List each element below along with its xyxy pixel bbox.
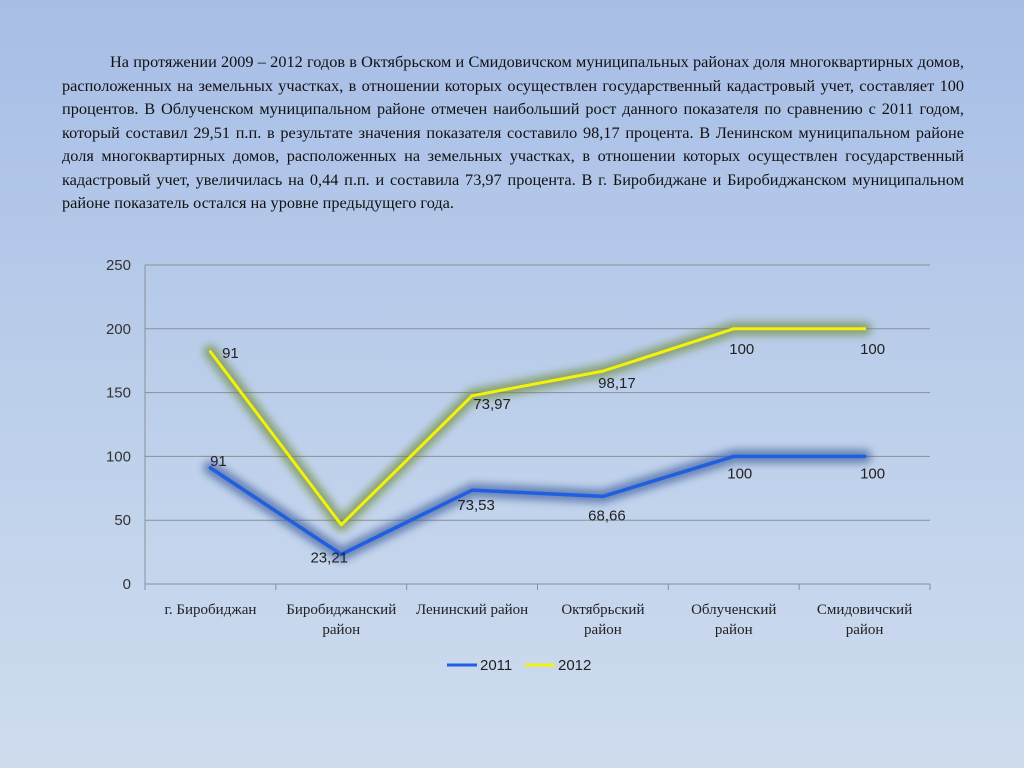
- y-tick-label: 100: [106, 448, 131, 465]
- legend-label: 2012: [558, 657, 591, 674]
- data-point: [732, 454, 736, 458]
- data-point: [863, 327, 867, 331]
- legend-label: 2011: [480, 657, 512, 674]
- y-tick-label: 200: [106, 321, 131, 338]
- y-tick-label: 50: [114, 512, 131, 529]
- data-label: 100: [727, 465, 752, 482]
- data-point: [339, 523, 343, 527]
- chart-grid: [145, 264, 930, 521]
- data-point: [208, 466, 212, 470]
- chart-data-labels: 91 23,21 73,53 68,66 100 100 91 73,97 98,17 100 10…: [210, 341, 885, 567]
- data-label: 100: [729, 341, 754, 358]
- data-label: 100: [860, 341, 885, 358]
- data-point: [470, 394, 474, 398]
- x-tick-label: Биробиджанский район: [286, 602, 396, 638]
- data-label: 100: [860, 465, 885, 482]
- data-point: [863, 454, 867, 458]
- chart-series: [203, 321, 872, 562]
- data-point: [601, 494, 605, 498]
- x-tick-label: Смидовичский район: [817, 602, 912, 638]
- data-point: [601, 369, 605, 373]
- x-tick-label: Октябрьский район: [561, 602, 644, 638]
- data-point: [470, 488, 474, 492]
- series-2012-line: [208, 327, 867, 527]
- series-2011-line: [208, 454, 867, 557]
- data-label: 91: [222, 345, 239, 362]
- data-point: [339, 552, 343, 556]
- x-tick-label: Облученский район: [691, 602, 776, 638]
- chart-axes: 0 50 100 150 200 250 г. Биробиджан Биробиджанск…: [106, 257, 931, 638]
- slide-text: На протяжении 2009 – 2012 годов в Октябр…: [62, 52, 964, 212]
- chart-legend: 2011 2012: [447, 657, 591, 674]
- data-label: 68,66: [588, 507, 626, 524]
- y-tick-label: 250: [106, 257, 131, 274]
- x-tick-label: Ленинский район: [416, 602, 528, 618]
- data-label: 91: [210, 453, 227, 470]
- data-point: [732, 327, 736, 331]
- data-label: 98,17: [598, 375, 636, 392]
- data-label: 73,53: [457, 497, 495, 514]
- x-tick-label: г. Биробиджан: [164, 602, 256, 618]
- data-point: [208, 350, 212, 354]
- y-tick-label: 0: [123, 576, 131, 593]
- data-label: 23,21: [310, 549, 348, 566]
- data-label: 73,97: [473, 396, 511, 413]
- y-tick-label: 150: [106, 385, 131, 402]
